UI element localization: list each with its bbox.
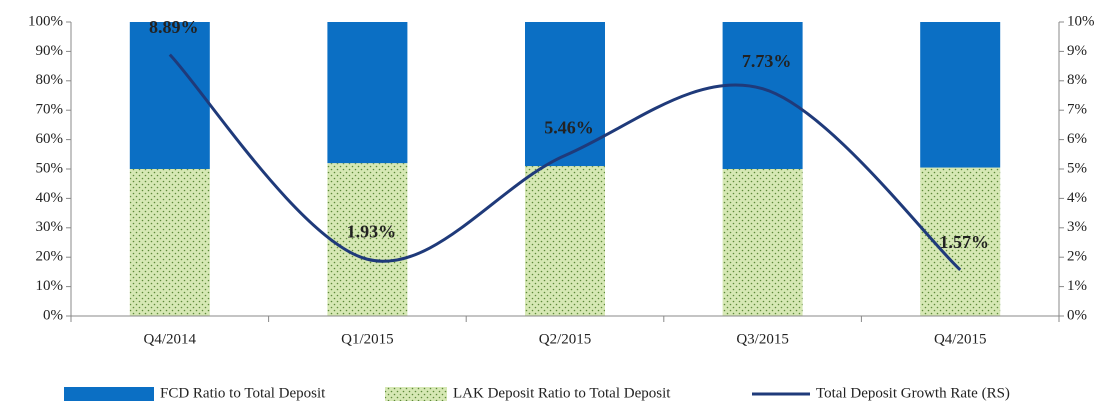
bar [920, 22, 1001, 168]
legend-swatch [64, 387, 154, 401]
y-tick-label: 50% [36, 160, 64, 176]
y-tick-label: 20% [36, 249, 64, 265]
legend-label: LAK Deposit Ratio to Total Deposit [453, 385, 671, 401]
line [168, 53, 962, 271]
y2-tick-label: 10% [1067, 13, 1095, 29]
bar [722, 169, 803, 316]
y2-tick-label: 7% [1067, 102, 1087, 118]
x-tick-label: Q1/2015 [341, 331, 394, 347]
y2-tick-label: 3% [1067, 219, 1087, 235]
bar [129, 22, 210, 169]
legend-label: Total Deposit Growth Rate (RS) [816, 385, 1010, 401]
y2-tick-label: 1% [1067, 278, 1087, 294]
y-tick-label: 70% [36, 102, 64, 118]
y-tick-label: 30% [36, 219, 64, 235]
bar [327, 22, 408, 164]
y-tick-label: 60% [36, 131, 64, 147]
bar [525, 166, 605, 316]
x-tick-label: Q4/2015 [934, 331, 987, 347]
y2-tick-label: 6% [1067, 131, 1087, 147]
y-tick-label: 0% [43, 307, 63, 323]
bar [722, 22, 803, 169]
y2-tick-label: 5% [1067, 160, 1087, 176]
y2-tick-label: 4% [1067, 190, 1087, 206]
y2-tick-label: 9% [1067, 43, 1087, 59]
legend-swatch [385, 387, 447, 401]
bar [327, 163, 408, 316]
value-label: 7.73% [742, 51, 792, 71]
x-tick-label: Q2/2015 [539, 331, 592, 347]
x-tick-label: Q4/2014 [144, 331, 197, 347]
y2-tick-label: 0% [1067, 307, 1087, 323]
bar [129, 169, 210, 316]
value-label: 1.93% [347, 221, 397, 241]
x-tick-label: Q3/2015 [736, 331, 789, 347]
y2-tick-label: 2% [1067, 249, 1087, 265]
legend-label: FCD Ratio to Total Deposit [160, 385, 326, 401]
y-tick-label: 10% [36, 278, 64, 294]
y-tick-label: 90% [36, 43, 64, 59]
y2-tick-label: 8% [1067, 72, 1087, 88]
value-label: 8.89% [149, 17, 199, 37]
y-tick-label: 40% [36, 190, 64, 206]
bar [525, 22, 605, 167]
value-label: 5.46% [544, 118, 594, 138]
y-tick-label: 100% [28, 13, 63, 29]
value-label: 1.57% [939, 232, 989, 252]
y-tick-label: 80% [36, 72, 64, 88]
